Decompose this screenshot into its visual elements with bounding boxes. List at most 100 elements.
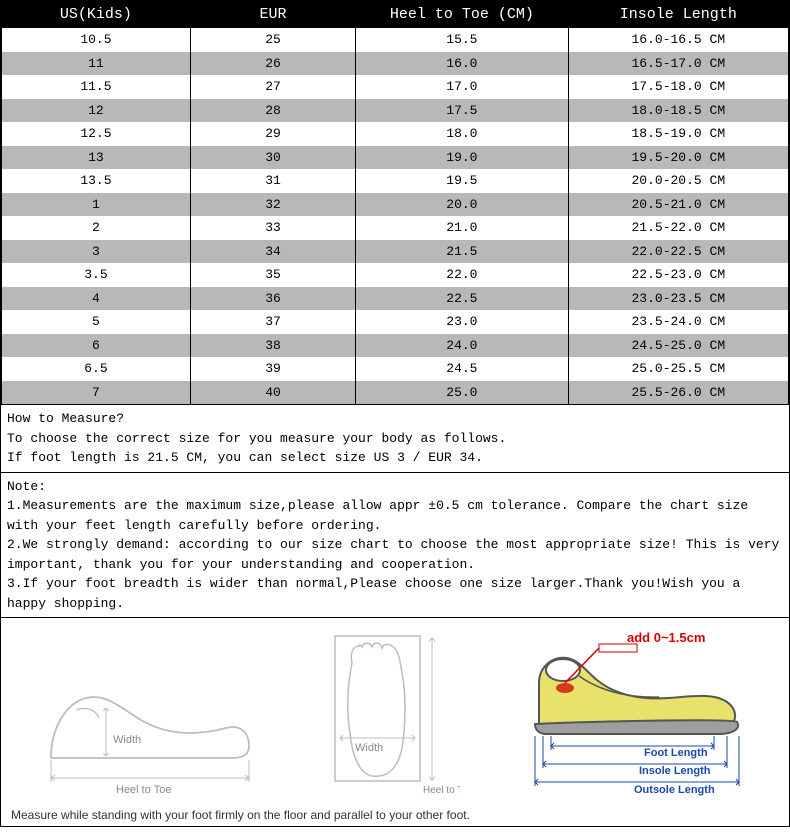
table-header-row: US(Kids) EUR Heel to Toe (CM) Insole Len…	[2, 2, 789, 28]
table-cell: 6	[2, 334, 191, 358]
table-cell: 25	[190, 28, 355, 52]
width-label: Width	[355, 742, 383, 754]
note-title: Note:	[7, 477, 783, 497]
table-cell: 32	[190, 193, 355, 217]
table-row: 6.53924.525.0-25.5 CM	[2, 357, 789, 381]
table-cell: 17.5-18.0 CM	[568, 75, 788, 99]
table-cell: 22.5	[356, 287, 568, 311]
table-row: 74025.025.5-26.0 CM	[2, 381, 789, 405]
table-cell: 33	[190, 216, 355, 240]
table-cell: 39	[190, 357, 355, 381]
table-cell: 3.5	[2, 263, 191, 287]
table-row: 13220.020.5-21.0 CM	[2, 193, 789, 217]
table-cell: 29	[190, 122, 355, 146]
table-cell: 20.0-20.5 CM	[568, 169, 788, 193]
table-cell: 13	[2, 146, 191, 170]
table-cell: 35	[190, 263, 355, 287]
table-cell: 17.0	[356, 75, 568, 99]
table-row: 43622.523.0-23.5 CM	[2, 287, 789, 311]
size-chart-container: US(Kids) EUR Heel to Toe (CM) Insole Len…	[0, 0, 790, 827]
table-cell: 19.5	[356, 169, 568, 193]
table-cell: 12.5	[2, 122, 191, 146]
table-row: 63824.024.5-25.0 CM	[2, 334, 789, 358]
table-cell: 28	[190, 99, 355, 123]
size-table: US(Kids) EUR Heel to Toe (CM) Insole Len…	[1, 1, 789, 404]
table-cell: 36	[190, 287, 355, 311]
how-to-line2: If foot length is 21.5 CM, you can selec…	[7, 448, 783, 468]
table-cell: 23.0-23.5 CM	[568, 287, 788, 311]
table-cell: 34	[190, 240, 355, 264]
table-cell: 20.0	[356, 193, 568, 217]
table-cell: 40	[190, 381, 355, 405]
table-cell: 11	[2, 52, 191, 76]
table-cell: 4	[2, 287, 191, 311]
table-cell: 13.5	[2, 169, 191, 193]
size-table-body: 10.52515.516.0-16.5 CM112616.016.5-17.0 …	[2, 28, 789, 405]
table-cell: 2	[2, 216, 191, 240]
table-cell: 25.0-25.5 CM	[568, 357, 788, 381]
table-cell: 18.5-19.0 CM	[568, 122, 788, 146]
how-to-measure-section: How to Measure? To choose the correct si…	[1, 404, 789, 472]
table-cell: 16.0	[356, 52, 568, 76]
table-cell: 24.5-25.0 CM	[568, 334, 788, 358]
note-section: Note: 1.Measurements are the maximum siz…	[1, 472, 789, 618]
table-row: 122817.518.0-18.5 CM	[2, 99, 789, 123]
heel-toe-label: Heel to Toe	[116, 784, 171, 796]
note-p1: 1.Measurements are the maximum size,plea…	[7, 496, 783, 535]
table-cell: 22.5-23.0 CM	[568, 263, 788, 287]
table-cell: 3	[2, 240, 191, 264]
note-p2: 2.We strongly demand: according to our s…	[7, 535, 783, 574]
table-cell: 38	[190, 334, 355, 358]
table-cell: 11.5	[2, 75, 191, 99]
how-to-line1: To choose the correct size for you measu…	[7, 429, 783, 449]
shoe-diagram: add 0~1.5cm Foot Length Insole	[509, 628, 759, 798]
table-cell: 22.0	[356, 263, 568, 287]
table-cell: 24.5	[356, 357, 568, 381]
table-cell: 25.0	[356, 381, 568, 405]
table-cell: 18.0-18.5 CM	[568, 99, 788, 123]
table-cell: 25.5-26.0 CM	[568, 381, 788, 405]
heel-toe-label: Heel to Toe	[423, 785, 460, 796]
table-cell: 5	[2, 310, 191, 334]
header-insole: Insole Length	[568, 2, 788, 28]
insole-length-label: Insole Length	[639, 765, 711, 777]
table-cell: 20.5-21.0 CM	[568, 193, 788, 217]
table-cell: 1	[2, 193, 191, 217]
table-cell: 16.0-16.5 CM	[568, 28, 788, 52]
measure-caption: Measure while standing with your foot fi…	[1, 804, 789, 826]
table-row: 10.52515.516.0-16.5 CM	[2, 28, 789, 52]
table-cell: 19.0	[356, 146, 568, 170]
table-cell: 6.5	[2, 357, 191, 381]
foot-side-diagram: Width Heel to Toe	[31, 648, 261, 798]
table-cell: 17.5	[356, 99, 568, 123]
table-cell: 16.5-17.0 CM	[568, 52, 788, 76]
table-cell: 31	[190, 169, 355, 193]
table-cell: 7	[2, 381, 191, 405]
table-row: 33421.522.0-22.5 CM	[2, 240, 789, 264]
header-heel-toe: Heel to Toe (CM)	[356, 2, 568, 28]
table-row: 3.53522.022.5-23.0 CM	[2, 263, 789, 287]
table-row: 11.52717.017.5-18.0 CM	[2, 75, 789, 99]
table-cell: 37	[190, 310, 355, 334]
table-row: 12.52918.018.5-19.0 CM	[2, 122, 789, 146]
table-cell: 23.0	[356, 310, 568, 334]
table-cell: 22.0-22.5 CM	[568, 240, 788, 264]
table-cell: 30	[190, 146, 355, 170]
table-row: 23321.021.5-22.0 CM	[2, 216, 789, 240]
table-cell: 12	[2, 99, 191, 123]
outsole-length-label: Outsole Length	[634, 784, 715, 796]
note-p3: 3.If your foot breadth is wider than nor…	[7, 574, 783, 613]
table-cell: 21.0	[356, 216, 568, 240]
table-cell: 18.0	[356, 122, 568, 146]
add-label: add 0~1.5cm	[627, 630, 705, 645]
table-cell: 19.5-20.0 CM	[568, 146, 788, 170]
table-cell: 26	[190, 52, 355, 76]
table-row: 112616.016.5-17.0 CM	[2, 52, 789, 76]
table-cell: 15.5	[356, 28, 568, 52]
table-row: 53723.023.5-24.0 CM	[2, 310, 789, 334]
table-row: 133019.019.5-20.0 CM	[2, 146, 789, 170]
foot-top-diagram: Width Heel to Toe	[310, 628, 460, 798]
table-cell: 10.5	[2, 28, 191, 52]
header-eur: EUR	[190, 2, 355, 28]
table-row: 13.53119.520.0-20.5 CM	[2, 169, 789, 193]
